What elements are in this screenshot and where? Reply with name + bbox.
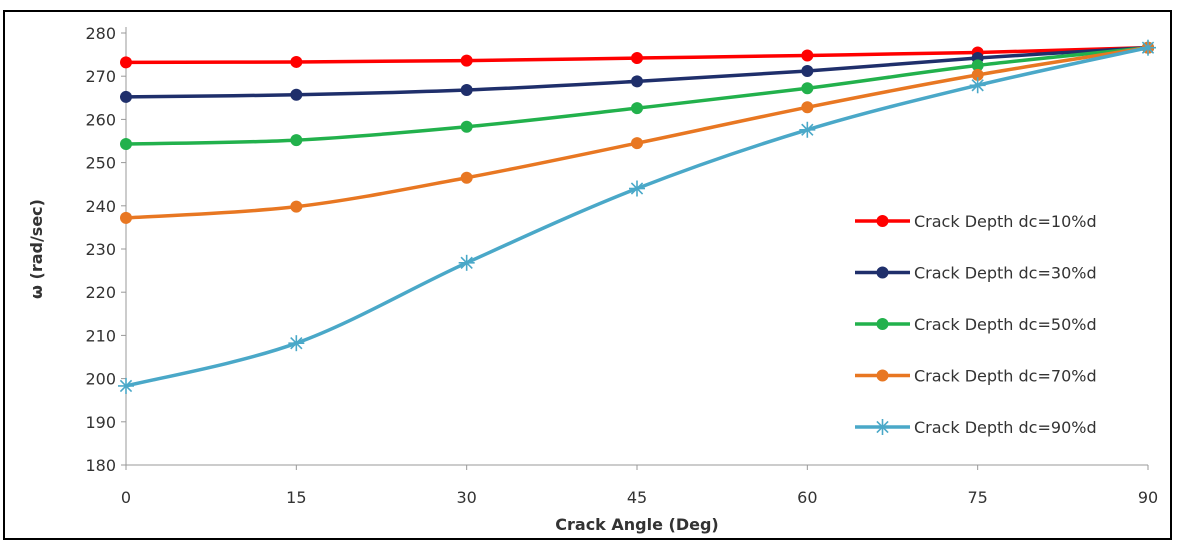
- data-point: [801, 82, 814, 95]
- legend: Crack Depth dc=10%d Crack Depth dc=30%d Cr…: [855, 212, 1097, 437]
- legend-label: Crack Depth dc=90%d: [914, 418, 1097, 437]
- data-point: [460, 54, 473, 67]
- x-tick-label: 15: [286, 488, 306, 507]
- data-point: [288, 335, 305, 352]
- y-tick-label: 250: [85, 154, 116, 173]
- data-point: [801, 65, 814, 78]
- x-tick-label: 30: [456, 488, 476, 507]
- y-tick-label: 240: [85, 197, 116, 216]
- y-tick-label: 260: [85, 110, 116, 129]
- data-point: [799, 121, 816, 138]
- data-point: [120, 138, 132, 151]
- series-3: [120, 41, 1154, 151]
- data-point: [120, 211, 132, 224]
- data-point: [460, 171, 473, 184]
- y-tick-label: 190: [85, 413, 116, 432]
- data-point: [290, 134, 303, 147]
- data-point: [631, 102, 643, 115]
- legend-label: Crack Depth dc=30%d: [914, 264, 1097, 283]
- y-tick-label: 230: [85, 240, 116, 259]
- legend-marker: [876, 215, 889, 227]
- series-layer: [118, 39, 1156, 394]
- data-point: [290, 200, 303, 213]
- x-tick-label: 75: [967, 488, 987, 507]
- x-tick-label: 90: [1138, 488, 1158, 507]
- x-tick-label: 60: [797, 488, 817, 507]
- legend-label: Crack Depth dc=50%d: [914, 315, 1097, 334]
- data-point: [631, 75, 643, 88]
- legend-label: Crack Depth dc=10%d: [914, 212, 1097, 231]
- legend-marker: [876, 369, 889, 382]
- legend-item: Crack Depth dc=30%d: [855, 264, 1097, 283]
- data-point: [290, 88, 303, 101]
- legend-item: Crack Depth dc=70%d: [855, 367, 1097, 386]
- data-point: [290, 55, 303, 68]
- x-tick-label: 0: [121, 488, 131, 507]
- data-point: [631, 137, 643, 150]
- data-point: [120, 56, 132, 69]
- data-point: [631, 52, 643, 65]
- chart-frame: [3, 10, 1172, 540]
- legend-marker: [876, 318, 889, 330]
- data-point: [458, 254, 475, 271]
- data-point: [120, 90, 132, 103]
- data-point: [629, 180, 645, 197]
- legend-label: Crack Depth dc=70%d: [914, 367, 1097, 386]
- y-tick-label: 280: [85, 24, 116, 43]
- series-5: [118, 39, 1156, 394]
- y-tick-label: 200: [85, 370, 116, 389]
- y-tick-label: 270: [85, 67, 116, 86]
- data-point: [460, 84, 473, 97]
- data-point: [971, 59, 984, 72]
- data-point: [971, 68, 984, 81]
- y-tick-label: 220: [85, 283, 116, 302]
- x-tick-label: 45: [627, 488, 647, 507]
- x-axis-title: Crack Angle (Deg): [555, 515, 718, 534]
- legend-marker: [874, 419, 891, 435]
- data-point: [969, 77, 986, 94]
- data-point: [460, 120, 473, 133]
- data-point: [801, 49, 814, 62]
- data-point: [801, 101, 814, 114]
- y-tick-label: 180: [85, 456, 116, 475]
- legend-item: Crack Depth dc=10%d: [855, 212, 1097, 231]
- y-axis-title: ω (rad/sec): [27, 199, 46, 299]
- series-4: [120, 41, 1154, 224]
- y-tick-label: 210: [85, 326, 116, 345]
- data-point: [1140, 39, 1156, 56]
- legend-item: Crack Depth dc=90%d: [855, 418, 1097, 437]
- legend-item: Crack Depth dc=50%d: [855, 315, 1097, 334]
- legend-marker: [876, 266, 889, 279]
- data-point: [118, 377, 134, 394]
